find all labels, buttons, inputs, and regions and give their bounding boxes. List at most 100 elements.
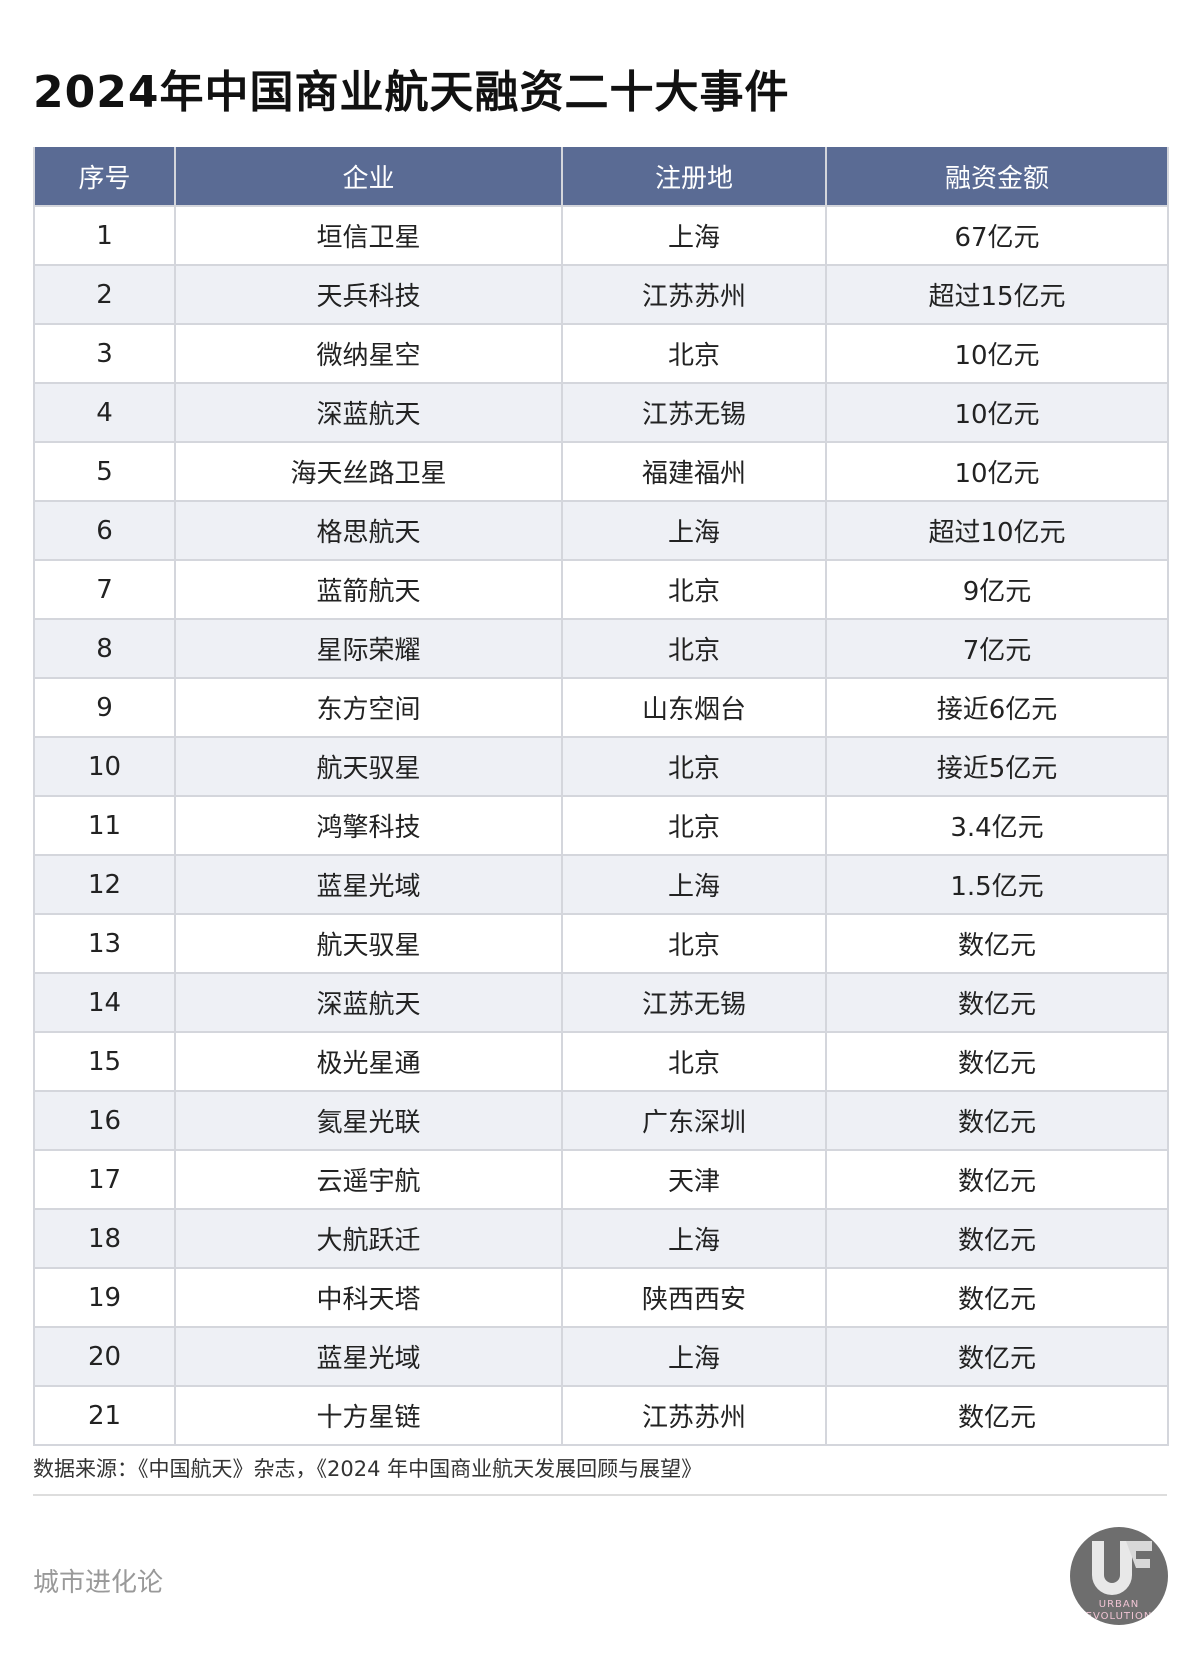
logo-text-line1: URBAN	[1098, 1599, 1140, 1610]
cell-location: 江苏无锡	[561, 972, 827, 1033]
table-header-row: 序号 企业 注册地 融资金额	[33, 147, 1169, 207]
cell-location: 陕西西安	[561, 1267, 827, 1328]
financing-table: 序号 企业 注册地 融资金额 1 垣信卫星 上海 67亿元 2 天兵科技 江苏苏州 超过15亿…	[33, 147, 1169, 1446]
cell-location: 天津	[561, 1149, 827, 1210]
table-row: 17 云遥宇航 天津 数亿元	[33, 1149, 1169, 1210]
cell-index: 16	[33, 1090, 176, 1151]
cell-index: 18	[33, 1208, 176, 1269]
table-row: 2 天兵科技 江苏苏州 超过15亿元	[33, 264, 1169, 325]
cell-company: 蓝星光域	[174, 1326, 563, 1387]
cell-location: 山东烟台	[561, 677, 827, 738]
table-row: 20 蓝星光域 上海 数亿元	[33, 1326, 1169, 1387]
cell-location: 江苏苏州	[561, 264, 827, 325]
cell-location: 北京	[561, 323, 827, 384]
cell-location: 上海	[561, 854, 827, 915]
cell-index: 10	[33, 736, 176, 797]
cell-index: 9	[33, 677, 176, 738]
cell-amount: 超过10亿元	[825, 500, 1169, 561]
table-row: 6 格思航天 上海 超过10亿元	[33, 500, 1169, 561]
cell-amount: 数亿元	[825, 1090, 1169, 1151]
cell-index: 8	[33, 618, 176, 679]
cell-location: 上海	[561, 1208, 827, 1269]
table-row: 15 极光星通 北京 数亿元	[33, 1031, 1169, 1092]
cell-index: 2	[33, 264, 176, 325]
cell-company: 十方星链	[174, 1385, 563, 1446]
table-row: 1 垣信卫星 上海 67亿元	[33, 205, 1169, 266]
table-row: 19 中科天塔 陕西西安 数亿元	[33, 1267, 1169, 1328]
brand-name: 城市进化论	[33, 1568, 164, 1598]
cell-index: 3	[33, 323, 176, 384]
divider	[33, 1494, 1167, 1496]
cell-amount: 9亿元	[825, 559, 1169, 620]
cell-company: 深蓝航天	[174, 972, 563, 1033]
cell-amount: 数亿元	[825, 1208, 1169, 1269]
cell-amount: 数亿元	[825, 1385, 1169, 1446]
cell-index: 14	[33, 972, 176, 1033]
table-row: 18 大航跃迁 上海 数亿元	[33, 1208, 1169, 1269]
table-row: 7 蓝箭航天 北京 9亿元	[33, 559, 1169, 620]
cell-location: 北京	[561, 736, 827, 797]
cell-index: 15	[33, 1031, 176, 1092]
logo-text-line2: EVOLUTION	[1085, 1611, 1153, 1622]
cell-company: 垣信卫星	[174, 205, 563, 266]
page-title: 2024年中国商业航天融资二十大事件	[33, 67, 790, 118]
cell-index: 7	[33, 559, 176, 620]
table-row: 12 蓝星光域 上海 1.5亿元	[33, 854, 1169, 915]
cell-company: 极光星通	[174, 1031, 563, 1092]
cell-amount: 10亿元	[825, 441, 1169, 502]
table-row: 8 星际荣耀 北京 7亿元	[33, 618, 1169, 679]
table-row: 14 深蓝航天 江苏无锡 数亿元	[33, 972, 1169, 1033]
cell-amount: 数亿元	[825, 1031, 1169, 1092]
cell-company: 星际荣耀	[174, 618, 563, 679]
header-location: 注册地	[561, 147, 827, 207]
cell-company: 云遥宇航	[174, 1149, 563, 1210]
cell-amount: 1.5亿元	[825, 854, 1169, 915]
cell-amount: 数亿元	[825, 913, 1169, 974]
header-amount: 融资金额	[825, 147, 1169, 207]
urban-evolution-logo: URBAN EVOLUTION	[1070, 1527, 1168, 1625]
cell-amount: 数亿元	[825, 1149, 1169, 1210]
cell-location: 上海	[561, 1326, 827, 1387]
cell-location: 北京	[561, 795, 827, 856]
header-index: 序号	[33, 147, 176, 207]
cell-index: 20	[33, 1326, 176, 1387]
table-row: 10 航天驭星 北京 接近5亿元	[33, 736, 1169, 797]
cell-index: 19	[33, 1267, 176, 1328]
table-row: 9 东方空间 山东烟台 接近6亿元	[33, 677, 1169, 738]
cell-company: 蓝箭航天	[174, 559, 563, 620]
cell-company: 深蓝航天	[174, 382, 563, 443]
cell-amount: 接近6亿元	[825, 677, 1169, 738]
cell-index: 11	[33, 795, 176, 856]
cell-amount: 接近5亿元	[825, 736, 1169, 797]
cell-index: 12	[33, 854, 176, 915]
cell-index: 17	[33, 1149, 176, 1210]
cell-amount: 数亿元	[825, 972, 1169, 1033]
cell-company: 鸿擎科技	[174, 795, 563, 856]
cell-location: 福建福州	[561, 441, 827, 502]
cell-amount: 数亿元	[825, 1267, 1169, 1328]
cell-company: 东方空间	[174, 677, 563, 738]
header-company: 企业	[174, 147, 563, 207]
cell-amount: 7亿元	[825, 618, 1169, 679]
cell-company: 海天丝路卫星	[174, 441, 563, 502]
cell-location: 江苏无锡	[561, 382, 827, 443]
cell-company: 航天驭星	[174, 736, 563, 797]
logo-ue-mark	[1092, 1541, 1152, 1595]
table-row: 5 海天丝路卫星 福建福州 10亿元	[33, 441, 1169, 502]
table-row: 3 微纳星空 北京 10亿元	[33, 323, 1169, 384]
cell-location: 广东深圳	[561, 1090, 827, 1151]
cell-company: 微纳星空	[174, 323, 563, 384]
table-row: 4 深蓝航天 江苏无锡 10亿元	[33, 382, 1169, 443]
cell-amount: 10亿元	[825, 323, 1169, 384]
cell-company: 天兵科技	[174, 264, 563, 325]
table-row: 11 鸿擎科技 北京 3.4亿元	[33, 795, 1169, 856]
cell-company: 大航跃迁	[174, 1208, 563, 1269]
cell-index: 4	[33, 382, 176, 443]
table-row: 16 氦星光联 广东深圳 数亿元	[33, 1090, 1169, 1151]
cell-index: 6	[33, 500, 176, 561]
cell-amount: 数亿元	[825, 1326, 1169, 1387]
cell-index: 21	[33, 1385, 176, 1446]
cell-location: 上海	[561, 205, 827, 266]
cell-company: 中科天塔	[174, 1267, 563, 1328]
cell-amount: 10亿元	[825, 382, 1169, 443]
